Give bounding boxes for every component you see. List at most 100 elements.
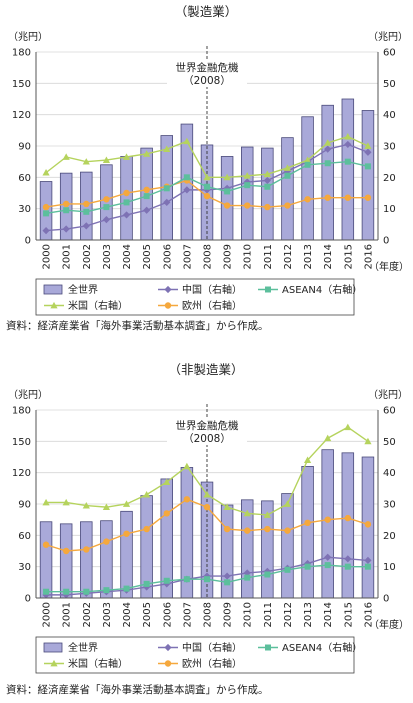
series-point-2 [284, 202, 291, 209]
left-tick-label: 0 [25, 236, 31, 247]
left-tick-label: 120 [12, 468, 31, 479]
series-point-2 [83, 200, 90, 208]
series-point-3 [364, 563, 371, 570]
x-tick-label: 2002 [82, 244, 93, 269]
series-point-1 [42, 498, 50, 506]
x-tick-label: 2013 [303, 244, 314, 269]
left-tick-label: 30 [18, 204, 31, 215]
series-point-2 [62, 547, 70, 555]
series-point-1 [163, 478, 171, 485]
series-point-0 [122, 211, 131, 219]
series-point-2 [344, 194, 352, 201]
series-point-2 [123, 530, 130, 537]
legend-swatch-marker [164, 285, 172, 294]
series-point-3 [83, 588, 90, 595]
series-point-2 [83, 546, 90, 553]
series-point-3 [344, 158, 351, 165]
bar-world [220, 156, 234, 241]
series-point-2 [364, 521, 372, 528]
series-point-2 [203, 503, 211, 511]
series-point-1 [344, 133, 352, 140]
series-point-3 [43, 588, 50, 595]
series-point-1 [223, 503, 231, 511]
series-point-3 [304, 563, 311, 570]
series-point-1 [62, 498, 70, 506]
legend-label: 全世界 [68, 283, 98, 296]
series-point-3 [304, 161, 311, 168]
bar-world [301, 116, 314, 241]
series-point-1 [102, 503, 111, 511]
x-axis-unit: （年度） [369, 618, 409, 631]
series-point-1 [183, 462, 191, 470]
series-point-2 [284, 527, 291, 534]
series-point-2 [244, 527, 251, 534]
series-point-1 [364, 142, 372, 149]
series-point-2 [324, 194, 331, 201]
series-point-3 [143, 193, 150, 200]
legend-label: 全世界 [68, 641, 98, 654]
left-axis-unit: （兆円） [8, 389, 48, 401]
series-point-3 [244, 182, 251, 189]
legend-box [35, 636, 355, 674]
right-tick-label: 20 [383, 531, 396, 542]
x-tick-label: 2013 [303, 602, 314, 627]
series-point-3 [364, 163, 371, 170]
legend-label: 米国（右軸） [68, 657, 128, 670]
series-point-1 [283, 164, 292, 171]
x-tick-label: 2006 [162, 602, 173, 627]
legend-box [35, 278, 355, 316]
series-point-2 [223, 202, 231, 209]
series-point-1 [82, 501, 90, 509]
x-tick-label: 2009 [223, 602, 234, 627]
series-point-3 [83, 208, 90, 215]
right-tick-label: 50 [383, 79, 396, 90]
series-point-3 [264, 183, 271, 190]
legend-swatch-marker [164, 643, 172, 652]
legend-label: ASEAN4（右軸） [282, 283, 362, 296]
series-point-0 [263, 176, 271, 185]
series-point-0 [324, 145, 332, 153]
x-tick-label: 2004 [122, 602, 133, 627]
series-point-2 [143, 186, 150, 194]
annotation-label: 世界金融危機 [176, 61, 239, 74]
series-point-2 [324, 516, 331, 523]
series-point-3 [204, 183, 210, 190]
x-tick-label: 2016 [363, 602, 374, 627]
series-point-2 [163, 510, 170, 517]
series-point-1 [324, 139, 332, 146]
bar-world [100, 520, 113, 599]
series-point-2 [264, 525, 271, 533]
series-point-1 [283, 500, 292, 507]
series-point-3 [183, 576, 190, 583]
bar-world [341, 98, 355, 241]
series-point-1 [82, 158, 90, 165]
legend-label: ASEAN4（右軸） [282, 641, 362, 654]
bar-world [80, 521, 93, 599]
series-point-2 [304, 196, 311, 203]
series-point-1 [303, 456, 312, 464]
legend-swatch-marker [164, 302, 172, 309]
legend-swatch-marker [265, 286, 271, 293]
annotation-year: （2008） [183, 433, 231, 445]
series-point-2 [42, 203, 50, 211]
legend-label: 欧州（右軸） [182, 657, 242, 670]
left-tick-label: 0 [25, 594, 31, 605]
series-point-2 [62, 200, 70, 208]
x-tick-label: 2001 [62, 244, 73, 269]
series-point-1 [223, 173, 231, 181]
series-point-1 [364, 437, 372, 445]
x-tick-label: 2000 [42, 602, 53, 627]
right-tick-label: 0 [383, 594, 389, 605]
series-point-0 [42, 227, 50, 235]
x-tick-label: 2003 [102, 602, 113, 627]
x-tick-label: 2009 [223, 244, 234, 269]
series-point-3 [264, 571, 271, 578]
left-tick-label: 150 [12, 79, 31, 90]
bar-world [261, 147, 274, 241]
series-point-3 [123, 585, 130, 592]
bar-world [59, 523, 73, 599]
bar-world [281, 137, 294, 241]
series-point-0 [62, 225, 70, 233]
x-tick-label: 2005 [142, 244, 153, 269]
series-point-1 [102, 156, 111, 163]
